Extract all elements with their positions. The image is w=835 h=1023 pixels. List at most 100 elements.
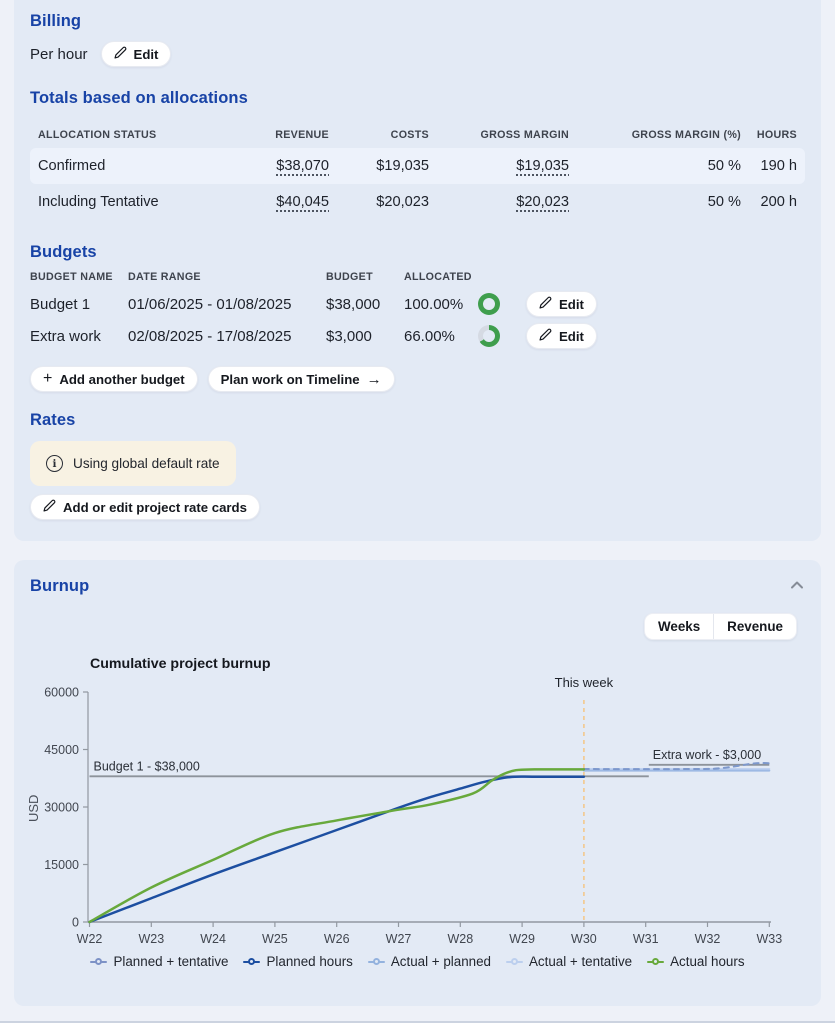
y-tick-label: 60000 [44,686,79,700]
rates-info-text: Using global default rate [73,456,220,471]
budget-edit-button[interactable]: Edit [526,291,597,317]
cell-date_range: 02/08/2025 - 17/08/2025 [128,327,292,345]
cell-hours: 190 h [760,158,797,174]
budget-row: Budget 1 01/06/2025 - 01/08/2025 $38,000 10… [30,288,805,320]
col-costs: COSTS [390,129,429,141]
totals-row: Including Tentative $40,045 $20,023 $20,023… [30,184,805,220]
pencil-icon [114,46,127,62]
series-planned-tentative [582,762,771,771]
budget-edit-label: Edit [559,328,584,344]
rate-cards-label: Add or edit project rate cards [63,499,247,515]
legend-marker-icon [367,957,385,966]
budgets-header-row: BUDGET NAME DATE RANGE BUDGET ALLOCATED [30,266,805,288]
cell-gross_margin_pct: 50 % [707,158,741,174]
legend-label: Actual + planned [390,954,491,969]
cell-gross_margin-value[interactable]: $20,023 [516,194,569,210]
cell-revenue-value[interactable]: $38,070 [276,158,329,174]
budgets-title: Budgets [30,243,97,261]
x-tick-label: W25 [262,932,288,946]
x-tick-label: W24 [200,932,226,946]
cell-costs: $19,035 [376,158,429,174]
legend-item[interactable]: Actual + planned [367,954,491,969]
chart-title: Cumulative project burnup [90,656,271,672]
toggle-weeks[interactable]: Weeks [657,619,701,634]
budget-edit-button[interactable]: Edit [526,323,597,349]
x-tick-label: W31 [633,932,659,946]
legend-marker-icon [505,957,523,966]
legend-item[interactable]: Planned hours [243,954,353,969]
billing-edit-button[interactable]: Edit [100,41,172,67]
col-gross-margin: GROSS MARGIN [480,129,569,141]
billing-mode: Per hour [30,45,88,63]
budget-row: Extra work 02/08/2025 - 17/08/2025 $3,000 6… [30,320,805,352]
x-tick-label: W33 [756,932,782,946]
allocation-progress-donut [478,325,500,347]
cell-hours: 200 h [760,194,797,210]
cell-status: Including Tentative [38,194,159,210]
this-week-label: This week [555,675,614,690]
x-tick-label: W27 [386,932,412,946]
x-tick-label: W30 [571,932,597,946]
legend-marker-icon [243,957,261,966]
legend-item[interactable]: Actual hours [647,954,745,969]
legend-marker-icon [647,957,665,966]
cell-date_range: 01/06/2025 - 01/08/2025 [128,295,292,313]
col-budget: BUDGET [326,271,373,283]
col-allocated: ALLOCATED [404,271,472,283]
x-tick-label: W26 [324,932,350,946]
pencil-icon [43,499,56,515]
series-planned-hours [88,775,586,924]
info-icon: i [46,455,63,472]
col-budget-name: BUDGET NAME [30,271,113,283]
pencil-icon [539,296,552,312]
col-revenue: REVENUE [275,129,329,141]
totals-title: Totals based on allocations [30,89,248,107]
burnup-title: Burnup [30,577,90,595]
cell-budget: $3,000 [326,327,372,345]
window-bottom-edge [0,1021,835,1023]
cell-budget: $38,000 [326,295,381,313]
budgets-table: BUDGET NAME DATE RANGE BUDGET ALLOCATED … [30,266,805,352]
allocation-progress-donut [478,293,500,315]
cell-allocated: 66.00% [404,327,455,345]
rate-cards-button[interactable]: Add or edit project rate cards [30,494,260,520]
cell-gross_margin-value[interactable]: $19,035 [516,158,569,174]
totals-header-row: ALLOCATION STATUS REVENUE COSTS GROSS MA… [30,122,805,148]
legend-label: Actual + tentative [528,954,633,969]
legend-label: Planned hours [266,954,353,969]
billing-title: Billing [30,12,82,30]
chart-mode-toggle: Weeks Revenue [643,613,797,640]
cell-revenue: $40,045 [253,194,329,210]
cell-gross_margin: $20,023 [429,194,569,210]
x-tick-label: W29 [509,932,535,946]
legend-item[interactable]: Actual + tentative [505,954,633,969]
add-budget-label: Add another budget [59,371,185,387]
pencil-icon [539,328,552,344]
cell-name: Budget 1 [30,295,91,313]
cell-allocated: 100.00% [404,295,464,313]
rates-info-banner: i Using global default rate [30,441,236,486]
rates-title: Rates [30,411,76,429]
legend-item[interactable]: Planned + tentative [90,954,228,969]
y-tick-label: 30000 [44,801,79,815]
col-hours: HOURS [756,129,797,141]
collapse-chevron-up-icon[interactable] [789,578,805,596]
y-tick-label: 15000 [44,858,79,872]
cell-revenue-value[interactable]: $40,045 [276,194,329,210]
cell-revenue: $38,070 [253,158,329,174]
cell-gross_margin_pct: 50 % [707,194,741,210]
col-gross-margin-pct: GROSS MARGIN (%) [631,129,741,141]
plan-timeline-label: Plan work on Timeline [220,371,360,387]
x-tick-label: W32 [695,932,721,946]
legend-label: Actual hours [670,954,745,969]
add-budget-button[interactable]: + Add another budget [30,366,198,392]
burnup-chart: 0 15000 30000 45000 60000 W22 W23 W24 W25 W26 W27 W… [26,675,782,946]
col-date-range: DATE RANGE [128,271,201,283]
plan-timeline-button[interactable]: Plan work on Timeline → [207,366,395,392]
totals-row: Confirmed $38,070 $19,035 $19,035 50 % 190 h [30,148,805,184]
x-tick-label: W22 [77,932,103,946]
finance-panel: Billing Per hour Edit Totals based on al… [14,0,821,541]
billing-edit-label: Edit [133,46,159,62]
cell-status: Confirmed [38,158,106,174]
toggle-revenue[interactable]: Revenue [713,614,796,639]
